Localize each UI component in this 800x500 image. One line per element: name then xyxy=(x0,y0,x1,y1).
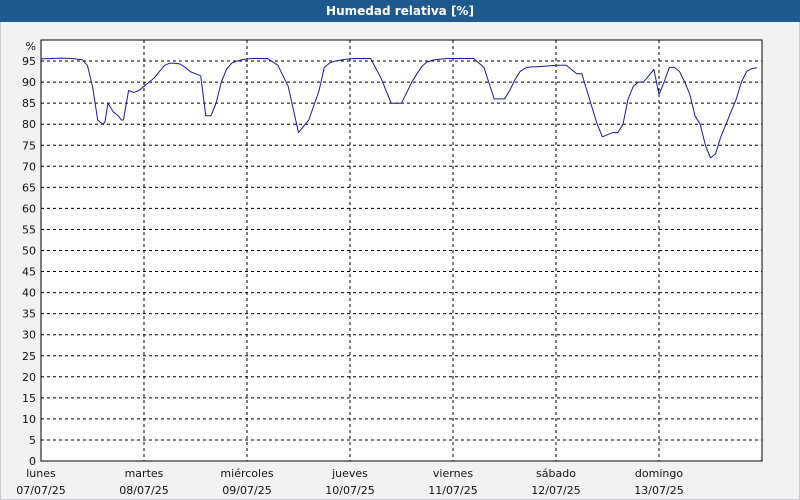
y-tick-label: 60 xyxy=(22,202,36,215)
y-tick-label: 40 xyxy=(22,287,36,300)
y-tick-label: 65 xyxy=(22,181,36,194)
x-tick-day-label: martes xyxy=(125,467,164,480)
y-tick-label: 0 xyxy=(29,455,36,468)
x-tick-date-label: 13/07/25 xyxy=(634,484,683,497)
y-tick-label: 85 xyxy=(22,97,36,110)
x-tick-day-label: sábado xyxy=(536,467,576,480)
y-tick-label: 35 xyxy=(22,308,36,321)
series-layer xyxy=(40,57,757,159)
x-tick-day-label: jueves xyxy=(331,467,368,480)
x-tick-date-label: 12/07/25 xyxy=(531,484,580,497)
y-tick-label: 15 xyxy=(22,392,36,405)
y-tick-label: 90 xyxy=(22,76,36,89)
y-tick-label: 10 xyxy=(22,413,36,426)
x-tick-date-label: 11/07/25 xyxy=(428,484,477,497)
y-axis: 0 5 10 15 20 25 30 35 40 45 50 55 60 65 70 75 80 85 90 95 xyxy=(22,55,36,468)
y-tick-label: 75 xyxy=(22,139,36,152)
x-tick-day-label: domingo xyxy=(635,467,683,480)
y-tick-label: 30 xyxy=(22,329,36,342)
x-tick-date-label: 10/07/25 xyxy=(325,484,374,497)
y-tick-label: 50 xyxy=(22,245,36,258)
y-tick-label: 25 xyxy=(22,350,36,363)
x-tick-day-label: lunes xyxy=(26,467,56,480)
grid xyxy=(41,40,762,461)
y-axis-label: % xyxy=(26,40,36,53)
humidity-series-line xyxy=(40,57,757,159)
x-tick-date-label: 09/07/25 xyxy=(222,484,271,497)
x-tick-date-label: 08/07/25 xyxy=(119,484,168,497)
y-tick-label: 70 xyxy=(22,160,36,173)
y-tick-label: 45 xyxy=(22,266,36,279)
x-axis: lunes 07/07/25 martes 08/07/25 miércoles 09/0… xyxy=(16,467,683,497)
x-tick-date-label: 07/07/25 xyxy=(16,484,65,497)
y-tick-label: 80 xyxy=(22,118,36,131)
y-tick-label: 20 xyxy=(22,371,36,384)
plot-area xyxy=(40,39,763,462)
y-tick-label: 55 xyxy=(22,223,36,236)
x-tick-day-label: viernes xyxy=(433,467,473,480)
chart-title: Humedad relativa [%] xyxy=(0,0,800,22)
x-tick-day-label: miércoles xyxy=(220,467,273,480)
y-tick-label: 95 xyxy=(22,55,36,68)
y-tick-label: 5 xyxy=(29,434,36,447)
